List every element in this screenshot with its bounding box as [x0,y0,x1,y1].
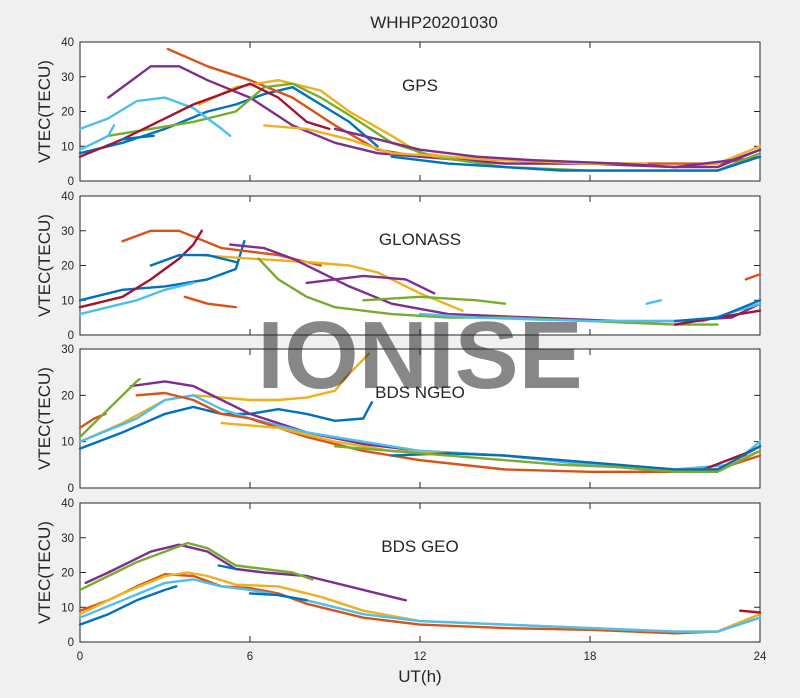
panel-title: GPS [402,76,438,95]
panel-2: 0 10 20 30 40 GLONASS VTEC(TECU) [35,191,762,342]
y-tick-label: 30 [61,226,74,238]
x-tick-label: 0 [77,651,83,663]
series-line-7 [217,564,238,571]
y-axis-label: VTEC(TECU) [35,214,54,317]
y-tick-label: 20 [61,261,74,273]
series-line-9 [739,609,762,614]
series-line-15 [645,299,662,305]
y-tick-label: 40 [61,498,74,510]
plot-area [79,195,761,336]
chart-panels: 0 10 20 30 40 GPS VTEC(TECU) 0 10 20 30 40 GLONASS VT… [35,37,767,663]
x-axis-label: UT(h) [398,667,441,686]
series-line-8 [149,253,238,267]
y-tick-label: 10 [61,141,74,153]
y-axis-label: VTEC(TECU) [35,367,54,470]
figure-title: WHHP20201030 [370,13,498,32]
y-tick-label: 30 [61,533,74,545]
series-line-6 [78,578,762,633]
series-line-9 [183,295,238,309]
series-line-5 [78,541,314,592]
y-tick-label: 0 [68,176,74,188]
series-line-1 [78,585,178,626]
y-tick-label: 30 [61,72,74,84]
series-line-5 [78,377,141,439]
y-tick-label: 10 [61,295,74,307]
watermark-text: IONISE [257,302,582,409]
series-line-12 [362,295,507,305]
y-tick-label: 0 [68,483,74,495]
y-tick-label: 20 [61,107,74,119]
y-tick-label: 10 [61,602,74,614]
x-tick-label: 24 [754,651,767,663]
y-axis-label: VTEC(TECU) [35,60,54,163]
panel-title: BDS GEO [381,537,458,556]
y-axis-label: VTEC(TECU) [35,521,54,624]
series-line-11 [305,274,436,295]
x-tick-label: 6 [247,651,253,663]
y-tick-label: 10 [61,437,74,449]
y-tick-label: 40 [61,37,74,49]
series-line-7 [78,229,204,309]
y-tick-label: 30 [61,344,74,356]
y-tick-label: 0 [68,330,74,342]
series-line-10 [390,445,762,471]
series-line-8 [248,592,308,602]
series-line-6 [78,96,232,138]
y-tick-label: 20 [61,390,74,402]
series-line-6 [78,281,195,316]
panel-3: 0 10 20 30 BDS NGEO VTEC(TECU) [35,344,762,495]
series-line-8 [390,155,762,172]
series-line-3 [197,253,464,312]
series-line-5 [257,257,719,326]
series-line-12 [333,127,762,169]
series-line-16 [673,299,762,323]
y-tick-label: 40 [61,191,74,203]
panel-title: GLONASS [379,230,461,249]
series-line-3 [78,352,371,443]
series-line-7 [78,82,331,158]
y-tick-label: 20 [61,568,74,580]
x-tick-label: 18 [584,651,597,663]
series-line-1 [78,239,246,302]
plot-area [79,348,761,489]
panel-4: 0 10 20 30 40 0 6 12 18 24 BDS GEO VTEC(TECU) [35,498,767,663]
panel-title: BDS NGEO [375,383,465,402]
y-tick-label: 0 [68,637,74,649]
series-line-10 [121,134,155,141]
series-line-11 [333,445,762,473]
x-tick-label: 12 [414,651,427,663]
series-line-13 [744,273,762,281]
panel-1: 0 10 20 30 40 GPS VTEC(TECU) [35,37,762,188]
series-line-9 [78,124,116,151]
